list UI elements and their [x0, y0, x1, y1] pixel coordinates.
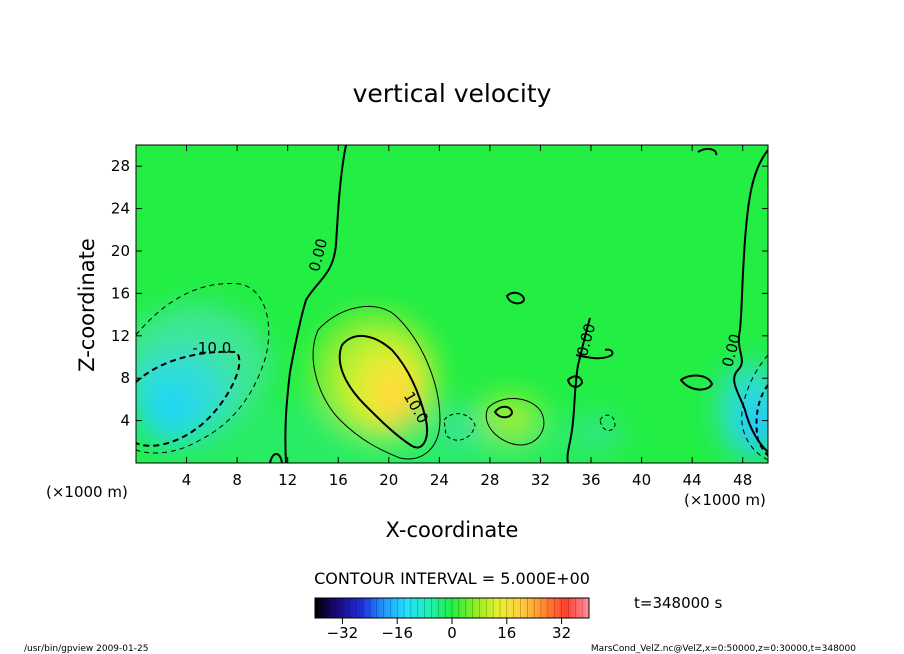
- contour-pos-5-small: [485, 398, 545, 446]
- chart-title: vertical velocity: [353, 79, 552, 108]
- contour-neg-right-in: [755, 384, 768, 457]
- x-tick-label: 12: [278, 471, 297, 489]
- contour-zero-mid: [566, 317, 591, 463]
- contour-pos-5: [312, 305, 441, 460]
- contour-zero-main: [284, 145, 347, 463]
- x-tick-label: 36: [581, 471, 600, 489]
- x-tick-label: 32: [531, 471, 550, 489]
- contour-zero-top: [697, 147, 718, 156]
- y-axis-ticks: 4 8 12 16 20 24 28: [111, 157, 768, 430]
- plot-area: 0.00-10.010.00.00 0.00 4 8 12 16 20 24 28 32 36 40…: [111, 144, 769, 489]
- y-axis-label: Z-coordinate: [75, 238, 99, 372]
- contour-neg-small2: [599, 414, 616, 432]
- footer-right: MarsCond_VelZ.nc@VelZ,x=0:50000,z=0:3000…: [591, 644, 856, 654]
- colorbar-tick-label: 32: [552, 624, 571, 642]
- x-unit-right: (×1000 m): [684, 491, 766, 509]
- footer-left: /usr/bin/gpview 2009-01-25: [24, 644, 148, 654]
- x-axis-ticks: 4 8 12 16 20 24 28 32 36 40 44 48: [182, 145, 752, 489]
- contour-zero-blob3: [566, 375, 584, 388]
- contour-zero-right: [733, 149, 768, 453]
- contour-zero-blob1: [505, 291, 526, 305]
- y-tick-label: 4: [120, 412, 130, 430]
- x-axis-label: X-coordinate: [386, 518, 519, 542]
- contour-neg-10: [136, 350, 241, 447]
- contour-zero-low: [269, 453, 283, 463]
- colorbar: −32 −16 0 16 32: [314, 597, 590, 642]
- colorbar-tick-label: 16: [497, 624, 516, 642]
- y-tick-label: 28: [111, 157, 130, 175]
- contour-zero-small: [493, 405, 514, 419]
- x-tick-label: 4: [182, 471, 192, 489]
- colorbar-ticks: −32 −16 0 16 32: [321, 598, 583, 642]
- y-tick-label: 24: [111, 200, 130, 218]
- contour-pos-10: [338, 335, 428, 449]
- colorbar-tick-label: −32: [327, 624, 359, 642]
- contour-label: -10.0: [192, 339, 231, 357]
- contour-zero-bump: [575, 348, 614, 360]
- time-label: t=348000 s: [634, 594, 722, 612]
- x-tick-label: 44: [683, 471, 702, 489]
- contour-neg-5-small: [443, 413, 476, 441]
- x-tick-label: 40: [632, 471, 651, 489]
- colorbar-tick-label: 0: [447, 624, 457, 642]
- contour-interval: CONTOUR INTERVAL = 5.000E+00: [314, 569, 590, 588]
- y-tick-label: 20: [111, 242, 130, 260]
- x-tick-label: 16: [329, 471, 348, 489]
- y-tick-label: 16: [111, 284, 130, 302]
- y-tick-label: 8: [120, 369, 130, 387]
- contour-neg-right: [741, 354, 768, 461]
- colorbar-tick-label: −16: [381, 624, 413, 642]
- x-tick-label: 28: [480, 471, 499, 489]
- x-tick-label: 20: [379, 471, 398, 489]
- x-tick-label: 8: [232, 471, 242, 489]
- x-tick-label: 48: [733, 471, 752, 489]
- x-tick-label: 24: [430, 471, 449, 489]
- plot-frame: [135, 144, 769, 464]
- x-unit-left: (×1000 m): [46, 483, 128, 501]
- contours: [136, 145, 768, 463]
- heatmap-field: [136, 145, 768, 463]
- contour-zero-blob2: [679, 374, 714, 391]
- y-tick-label: 12: [111, 327, 130, 345]
- contour-neg-5: [136, 282, 270, 454]
